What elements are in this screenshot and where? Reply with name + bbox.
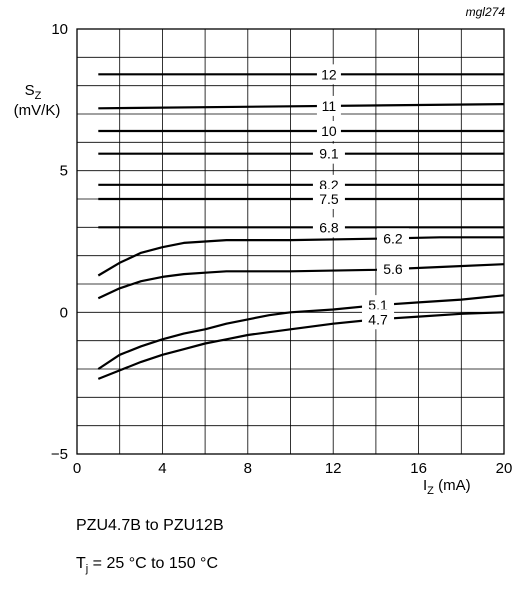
series-label-bg bbox=[312, 217, 345, 238]
series-lines bbox=[97, 73, 505, 380]
series-label-10: 10 bbox=[321, 123, 337, 139]
caption-line-2: Tj = 25 °C to 150 °C bbox=[76, 555, 218, 575]
series-label-bg bbox=[376, 228, 409, 249]
series-label-bg bbox=[316, 95, 341, 116]
y-tick-label: 0 bbox=[60, 304, 68, 321]
caption-t: T bbox=[76, 555, 86, 572]
series-line-11 bbox=[98, 103, 505, 110]
series-line-5.6 bbox=[97, 263, 505, 300]
grid bbox=[77, 29, 504, 454]
y-tick-label: 5 bbox=[60, 163, 68, 180]
x-tick-label: 20 bbox=[496, 460, 513, 477]
series-label-11: 11 bbox=[322, 98, 337, 114]
series-label-bg bbox=[362, 309, 395, 330]
y-axis-label-main: S bbox=[25, 82, 35, 99]
x-tick-label: 8 bbox=[244, 460, 252, 477]
series-label-6.8: 6.8 bbox=[319, 219, 339, 235]
caption-t-sub: j bbox=[85, 563, 89, 575]
x-tick-label: 16 bbox=[410, 460, 427, 477]
series-label-5.6: 5.6 bbox=[383, 261, 403, 277]
x-axis-label: IZ (mA) bbox=[423, 477, 471, 497]
y-tick-label: −5 bbox=[51, 446, 68, 463]
y-axis-label-sub: Z bbox=[35, 90, 42, 102]
series-line-6.2 bbox=[97, 236, 504, 277]
series-labels: 12 11 10 9.1 8.27.5 6.8 6.2 5.6 5.14.7 bbox=[312, 64, 409, 330]
series-label-bg bbox=[312, 189, 345, 209]
series-label-bg bbox=[376, 259, 409, 280]
series-label-12: 12 bbox=[321, 66, 337, 82]
caption-line-1: PZU4.7B to PZU12B bbox=[76, 517, 224, 534]
x-tick-label: 4 bbox=[158, 460, 166, 477]
series-label-9.1: 9.1 bbox=[319, 146, 339, 162]
y-tick-label: 10 bbox=[51, 21, 68, 38]
series-label-7.5: 7.5 bbox=[319, 191, 339, 207]
zener-temperature-coefficient-chart: 0 4 8 12 16 20 −5 0 5 10 12 11 10 9.1 8.27.5 6.8 6.2 5.6… bbox=[14, 5, 513, 497]
series-label-bg bbox=[312, 143, 345, 164]
series-label-8.2: 8.2 bbox=[319, 177, 339, 193]
series-label-5.1: 5.1 bbox=[368, 297, 388, 313]
series-label-6.2: 6.2 bbox=[383, 230, 403, 246]
y-axis-label: SZ bbox=[25, 82, 42, 102]
series-label-bg bbox=[316, 64, 341, 85]
plot-frame bbox=[76, 28, 505, 455]
caption-range: = 25 °C to 150 °C bbox=[88, 555, 218, 572]
series-line-4.7 bbox=[97, 311, 505, 380]
figure-code: mgl274 bbox=[466, 5, 506, 19]
x-tick-label: 12 bbox=[325, 460, 342, 477]
x-tick-label: 0 bbox=[73, 460, 81, 477]
y-axis-unit: (mV/K) bbox=[14, 102, 61, 119]
series-label-bg bbox=[316, 121, 341, 141]
x-axis-label-sub: Z bbox=[427, 485, 434, 497]
x-axis-label-main: I bbox=[423, 477, 427, 494]
x-axis-label-unit: (mA) bbox=[434, 477, 471, 494]
series-line-5.1 bbox=[97, 294, 505, 370]
tick-labels: 0 4 8 12 16 20 −5 0 5 10 bbox=[51, 21, 512, 477]
series-label-4.7: 4.7 bbox=[368, 311, 388, 327]
